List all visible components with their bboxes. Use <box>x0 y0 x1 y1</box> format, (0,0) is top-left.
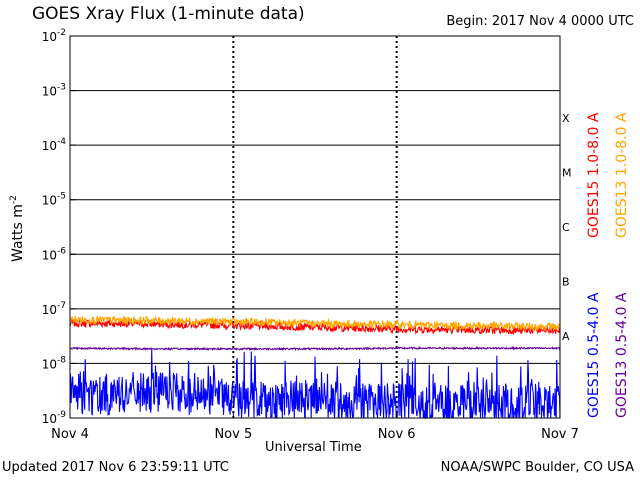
y-tick-label: 10-5 <box>42 192 66 208</box>
y-tick-label: 10-8 <box>42 355 67 371</box>
x-axis-title: Universal Time <box>265 440 362 455</box>
updated-timestamp: Updated 2017 Nov 6 23:59:11 UTC <box>2 460 229 475</box>
legend-entry: GOES15 1.0-8.0 A <box>586 112 602 238</box>
y-tick-label: 10-4 <box>42 137 67 153</box>
x-tick-label: Nov 4 <box>51 427 89 442</box>
legend-entry: GOES13 0.5-4.0 A <box>614 292 630 418</box>
flare-class-label: X <box>562 112 570 125</box>
series-line <box>69 345 561 352</box>
y-tick-label: 10-6 <box>42 246 67 262</box>
series-line <box>69 348 561 420</box>
y-tick-label: 10-7 <box>42 301 66 317</box>
flare-class-label: M <box>562 166 572 179</box>
frame-layer <box>69 35 561 419</box>
flare-class-label: A <box>562 330 570 343</box>
series-layer <box>69 315 561 420</box>
x-tick-label: Nov 7 <box>541 427 579 442</box>
plot-frame <box>69 35 561 419</box>
credit-label: NOAA/SWPC Boulder, CO USA <box>440 460 634 475</box>
grid-layer <box>70 35 560 419</box>
legend-layer: GOES15 1.0-8.0 A GOES13 1.0-8.0 A GOES15 0… <box>586 112 630 418</box>
series-line <box>69 315 560 333</box>
begin-time: Begin: 2017 Nov 4 0000 UTC <box>446 14 634 29</box>
chart-title: GOES Xray Flux (1-minute data) <box>32 4 305 24</box>
x-tick-label: Nov 6 <box>378 427 416 442</box>
y-axis-title: Watts m-2 <box>9 195 26 262</box>
y-tick-label: 10-3 <box>42 83 66 99</box>
flare-class-label: B <box>562 276 570 289</box>
legend-entry: GOES13 1.0-8.0 A <box>614 112 630 238</box>
y-tick-label: 10-9 <box>42 410 67 426</box>
y-tick-label: 10-2 <box>42 28 66 44</box>
flare-class-label: C <box>562 221 570 234</box>
x-tick-label: Nov 5 <box>214 427 252 442</box>
legend-entry: GOES15 0.5-4.0 A <box>586 292 602 418</box>
